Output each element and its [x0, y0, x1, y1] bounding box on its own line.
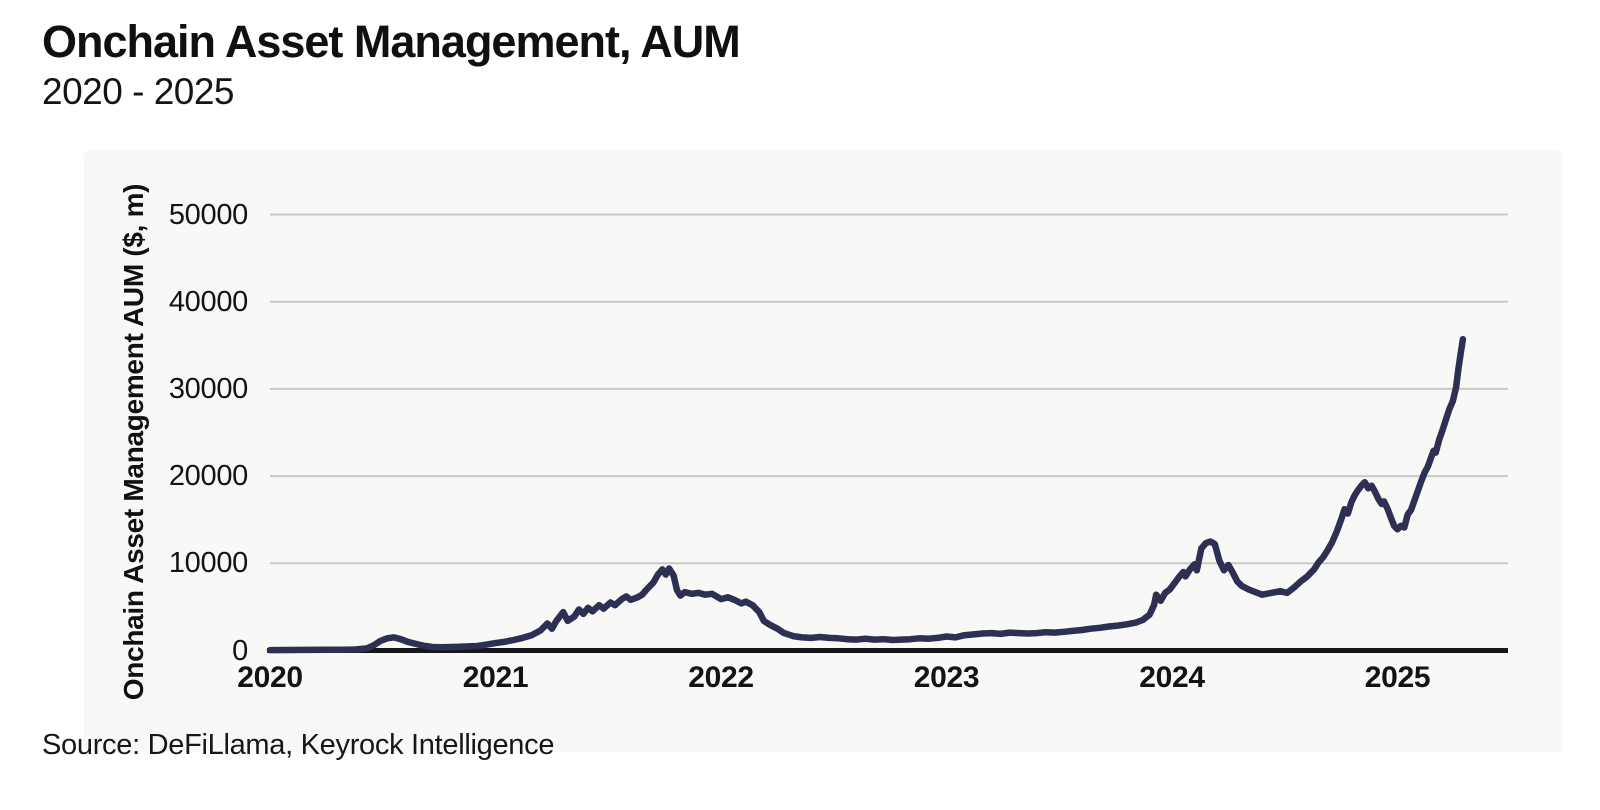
- y-tick-label-40000: 40000: [168, 285, 248, 318]
- page-title: Onchain Asset Management, AUM: [42, 16, 741, 67]
- x-tick-label-2022: 2022: [688, 661, 754, 694]
- x-tick-label-2025: 2025: [1364, 661, 1431, 694]
- y-tick-label-50000: 50000: [168, 198, 248, 231]
- x-tick-label-2024: 2024: [1139, 661, 1205, 694]
- y-tick-label-20000: 20000: [168, 460, 248, 493]
- y-tick-label-30000: 30000: [168, 372, 248, 405]
- x-tick-label-2021: 2021: [462, 661, 529, 694]
- aum-line-path: [266, 335, 1467, 654]
- source-caption: Source: DeFiLlama, Keyrock Intelligence: [42, 729, 555, 761]
- y-tick-label-0: 0: [232, 634, 248, 667]
- x-tick-label-2020: 2020: [237, 661, 303, 694]
- x-tick-label-2023: 2023: [913, 661, 980, 694]
- y-tick-label-10000: 10000: [168, 547, 248, 580]
- page-subtitle: 2020 - 2025: [42, 71, 235, 112]
